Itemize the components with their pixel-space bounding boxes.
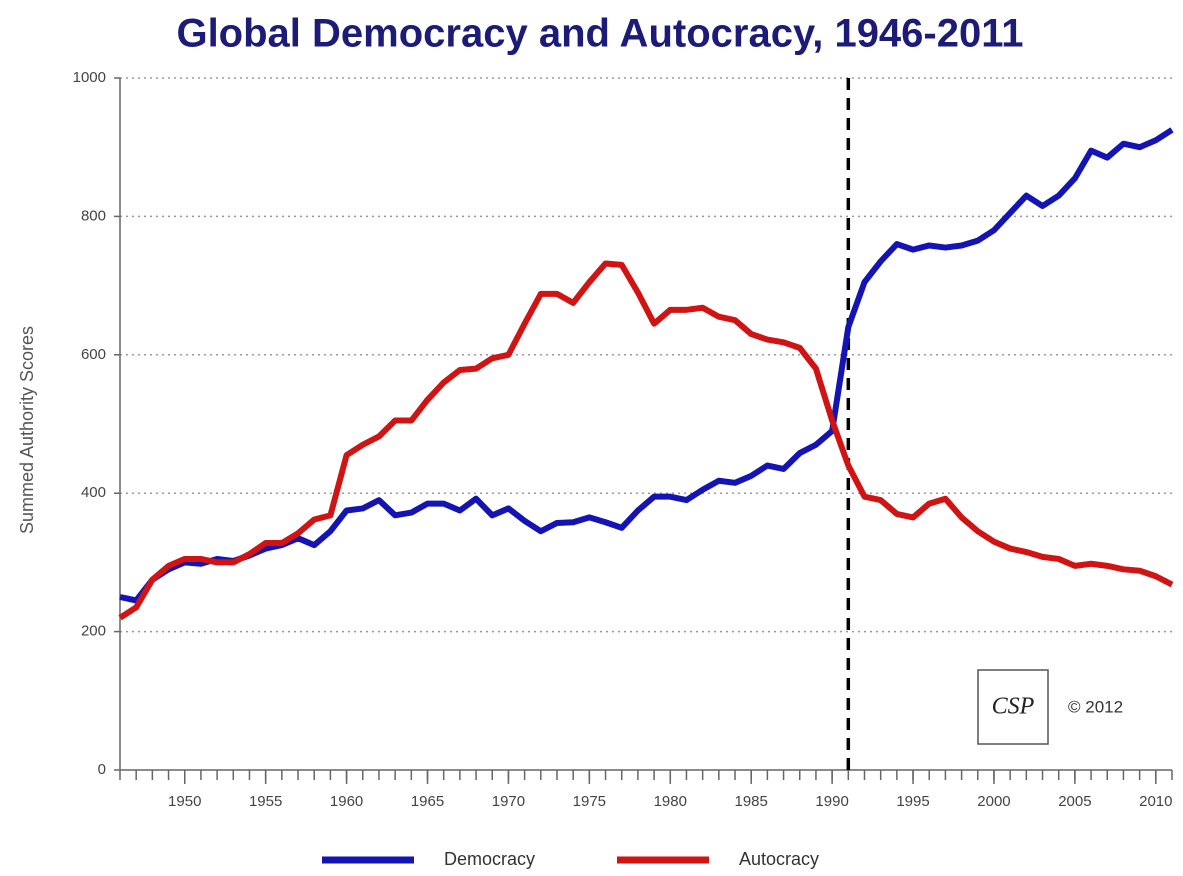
y-tick-label: 1000 <box>73 69 106 86</box>
x-tick-label: 2000 <box>977 793 1010 810</box>
chart-title: Global Democracy and Autocracy, 1946-201… <box>176 12 1023 56</box>
logo: CSP <box>992 694 1035 720</box>
x-tick-label: 2010 <box>1139 793 1172 810</box>
x-tick-label: 1955 <box>249 793 282 810</box>
y-tick-label: 400 <box>81 484 106 501</box>
x-tick-label: 1970 <box>492 793 525 810</box>
copyright: © 2012 <box>1068 697 1123 716</box>
x-tick-label: 1975 <box>573 793 606 810</box>
series-line <box>118 260 1174 621</box>
x-tick-label: 1995 <box>896 793 929 810</box>
x-tick-label: 1960 <box>330 793 363 810</box>
legend-label: Democracy <box>444 849 535 869</box>
y-tick-label: 0 <box>98 761 106 778</box>
x-tick-label: 1985 <box>735 793 768 810</box>
y-tick-label: 600 <box>81 346 106 363</box>
series-line <box>119 127 1174 604</box>
x-tick-label: 2005 <box>1058 793 1091 810</box>
x-tick-label: 1950 <box>168 793 201 810</box>
y-axis-label: Summed Authority Scores <box>17 326 37 534</box>
y-tick-label: 800 <box>81 207 106 224</box>
x-tick-label: 1990 <box>815 793 848 810</box>
y-tick-label: 200 <box>81 623 106 640</box>
x-tick-label: 1980 <box>654 793 687 810</box>
x-tick-label: 1965 <box>411 793 444 810</box>
legend-label: Autocracy <box>739 849 819 869</box>
logo-box <box>977 669 1049 745</box>
